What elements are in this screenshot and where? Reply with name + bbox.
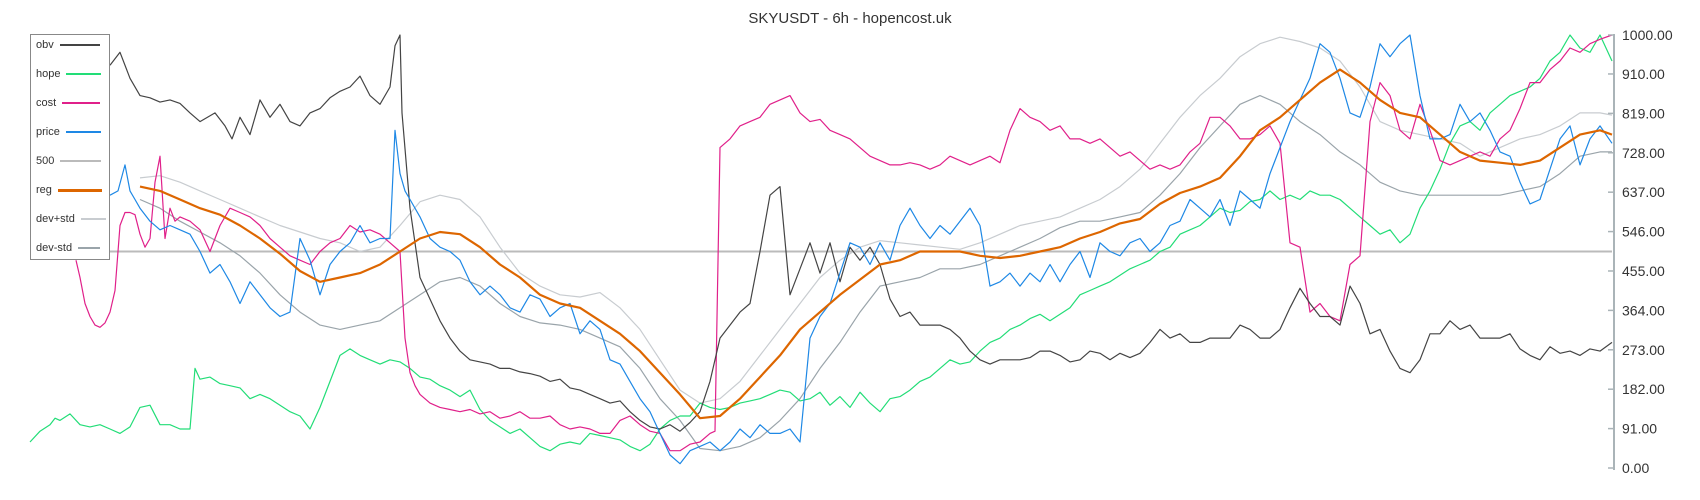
legend-item-cost: cost bbox=[36, 97, 101, 109]
legend: obv hope cost price 500 reg dev+std dev-std bbox=[30, 34, 110, 260]
legend-label: dev+std bbox=[36, 213, 75, 225]
chart-title: SKYUSDT - 6h - hopencost.uk bbox=[748, 10, 952, 27]
y-tick-label: 364.00 bbox=[1622, 302, 1665, 318]
legend-label: dev-std bbox=[36, 242, 73, 254]
legend-label: obv bbox=[36, 39, 54, 51]
legend-label: hope bbox=[36, 68, 61, 80]
y-tick-label: 910.00 bbox=[1622, 66, 1665, 82]
y-tick-label: 728.00 bbox=[1622, 145, 1665, 161]
legend-swatch-icon bbox=[65, 131, 101, 133]
legend-swatch-icon bbox=[66, 73, 102, 75]
legend-swatch-icon bbox=[62, 102, 101, 104]
legend-item-price: price bbox=[36, 126, 101, 138]
series-dev-std-line bbox=[139, 94, 1612, 452]
legend-label: reg bbox=[36, 184, 52, 196]
y-tick-label: 1000.00 bbox=[1622, 27, 1673, 43]
series-layer bbox=[29, 34, 1613, 465]
series-reg-line bbox=[139, 68, 1613, 420]
series-price-line bbox=[109, 34, 1613, 465]
series-hope-line bbox=[29, 34, 1613, 452]
series-obv-line bbox=[109, 34, 1613, 432]
legend-item-dev-std: dev-std bbox=[36, 242, 101, 254]
legend-item-hope: hope bbox=[36, 68, 102, 80]
y-tick-label: 819.00 bbox=[1622, 105, 1665, 121]
legend-label: cost bbox=[36, 97, 57, 109]
legend-swatch-icon bbox=[59, 44, 100, 46]
series-dev-std-line bbox=[139, 36, 1613, 404]
y-tick-label: 182.00 bbox=[1622, 381, 1665, 397]
y-tick-label: 637.00 bbox=[1622, 184, 1665, 200]
y-tick-label: 0.00 bbox=[1622, 460, 1649, 476]
y-tick-label: 91.00 bbox=[1622, 421, 1657, 437]
y-tick-label: 546.00 bbox=[1622, 224, 1665, 240]
legend-label: price bbox=[36, 126, 60, 138]
legend-item-dev-std: dev+std bbox=[36, 213, 106, 225]
legend-label: 500 bbox=[36, 155, 55, 167]
y-axis: 1000.00 910.00 819.00 728.00 637.00 546.00 455… bbox=[1608, 27, 1673, 476]
y-tick-label: 455.00 bbox=[1622, 263, 1665, 279]
y-tick-label: 273.00 bbox=[1622, 342, 1665, 358]
legend-swatch-icon bbox=[80, 218, 106, 220]
legend-item-reg: reg bbox=[36, 184, 102, 196]
legend-swatch-icon bbox=[60, 160, 102, 162]
legend-swatch-icon bbox=[57, 188, 102, 192]
series-cost-line bbox=[75, 34, 1613, 452]
legend-swatch-icon bbox=[78, 247, 101, 249]
legend-item-obv: obv bbox=[36, 39, 100, 51]
legend-item-500: 500 bbox=[36, 155, 102, 167]
